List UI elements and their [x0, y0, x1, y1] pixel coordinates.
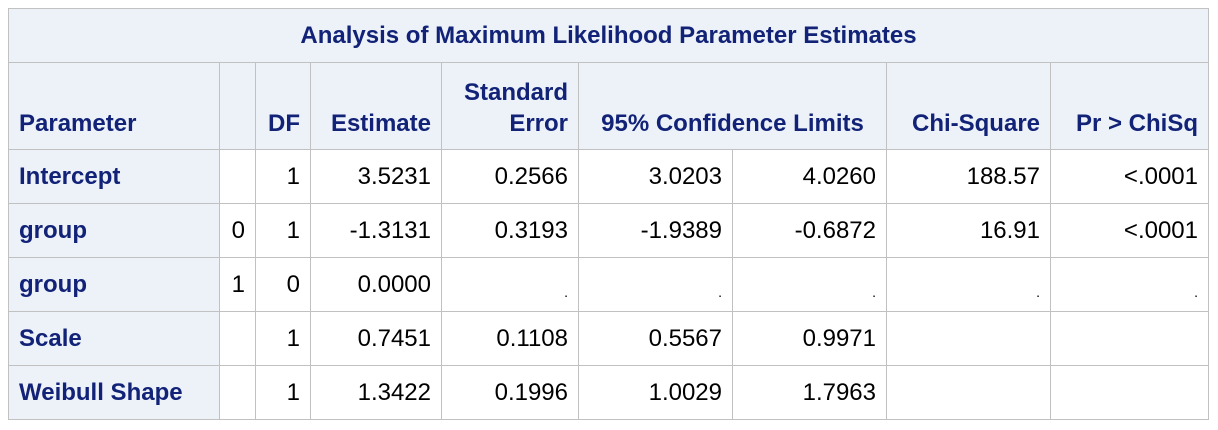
row-lower-limit: -1.9389 [578, 203, 733, 258]
header-pr-chisq: Pr > ChiSq [1050, 62, 1209, 150]
row-std-error: . [441, 257, 579, 312]
row-chi-square [886, 311, 1051, 366]
missing-value: . [564, 283, 568, 300]
row-level [219, 365, 256, 420]
estimates-table: Analysis of Maximum Likelihood Parameter… [8, 8, 1209, 420]
row-upper-limit: 1.7963 [732, 365, 887, 420]
header-level [219, 62, 256, 150]
row-df: 0 [255, 257, 311, 312]
row-chi-square: 16.91 [886, 203, 1051, 258]
row-std-error: 0.1108 [441, 311, 579, 366]
row-level [219, 311, 256, 366]
row-pr-chisq [1050, 365, 1209, 420]
row-pr-chisq: . [1050, 257, 1209, 312]
row-level: 1 [219, 257, 256, 312]
row-parameter: Scale [8, 311, 220, 366]
missing-value: . [1036, 283, 1040, 300]
row-chi-square [886, 365, 1051, 420]
row-estimate: 3.5231 [310, 149, 442, 204]
header-estimate: Estimate [310, 62, 442, 150]
row-lower-limit: 0.5567 [578, 311, 733, 366]
row-chi-square: . [886, 257, 1051, 312]
title-row: Analysis of Maximum Likelihood Parameter… [8, 8, 1209, 63]
row-estimate: 0.0000 [310, 257, 442, 312]
header-df: DF [255, 62, 311, 150]
header-parameter: Parameter [8, 62, 220, 150]
row-pr-chisq: <.0001 [1050, 203, 1209, 258]
row-pr-chisq: <.0001 [1050, 149, 1209, 204]
row-upper-limit: . [732, 257, 887, 312]
row-df: 1 [255, 203, 311, 258]
header-standard-error-line2: Error [509, 110, 568, 137]
row-upper-limit: -0.6872 [732, 203, 887, 258]
estimates-table-wrapper: Analysis of Maximum Likelihood Parameter… [8, 8, 1209, 420]
table-row: Scale 1 0.7451 0.1108 0.5567 0.9971 [8, 311, 1209, 366]
row-level: 0 [219, 203, 256, 258]
row-parameter: Weibull Shape [8, 365, 220, 420]
header-standard-error: Standard Error [441, 62, 579, 150]
missing-value: . [718, 283, 722, 300]
row-parameter: group [8, 257, 220, 312]
row-df: 1 [255, 311, 311, 366]
row-estimate: 1.3422 [310, 365, 442, 420]
row-level [219, 149, 256, 204]
row-df: 1 [255, 149, 311, 204]
row-parameter: group [8, 203, 220, 258]
row-estimate: 0.7451 [310, 311, 442, 366]
row-std-error: 0.1996 [441, 365, 579, 420]
table-row: Intercept 1 3.5231 0.2566 3.0203 4.0260 … [8, 149, 1209, 204]
missing-value: . [872, 283, 876, 300]
header-standard-error-line1: Standard [463, 79, 568, 106]
table-row: Weibull Shape 1 1.3422 0.1996 1.0029 1.7… [8, 365, 1209, 420]
table-row: group 1 0 0.0000 . . . . . [8, 257, 1209, 312]
table-row: group 0 1 -1.3131 0.3193 -1.9389 -0.6872… [8, 203, 1209, 258]
row-upper-limit: 4.0260 [732, 149, 887, 204]
row-lower-limit: 1.0029 [578, 365, 733, 420]
row-chi-square: 188.57 [886, 149, 1051, 204]
row-estimate: -1.3131 [310, 203, 442, 258]
missing-value: . [1194, 283, 1198, 300]
row-std-error: 0.2566 [441, 149, 579, 204]
row-lower-limit: . [578, 257, 733, 312]
row-std-error: 0.3193 [441, 203, 579, 258]
header-row: Parameter DF Estimate Standard Error 95% … [8, 62, 1209, 150]
row-upper-limit: 0.9971 [732, 311, 887, 366]
header-confidence-limits: 95% Confidence Limits [578, 62, 887, 150]
row-df: 1 [255, 365, 311, 420]
header-chi-square: Chi-Square [886, 62, 1051, 150]
row-pr-chisq [1050, 311, 1209, 366]
table-title: Analysis of Maximum Likelihood Parameter… [8, 8, 1209, 63]
row-parameter: Intercept [8, 149, 220, 204]
row-lower-limit: 3.0203 [578, 149, 733, 204]
